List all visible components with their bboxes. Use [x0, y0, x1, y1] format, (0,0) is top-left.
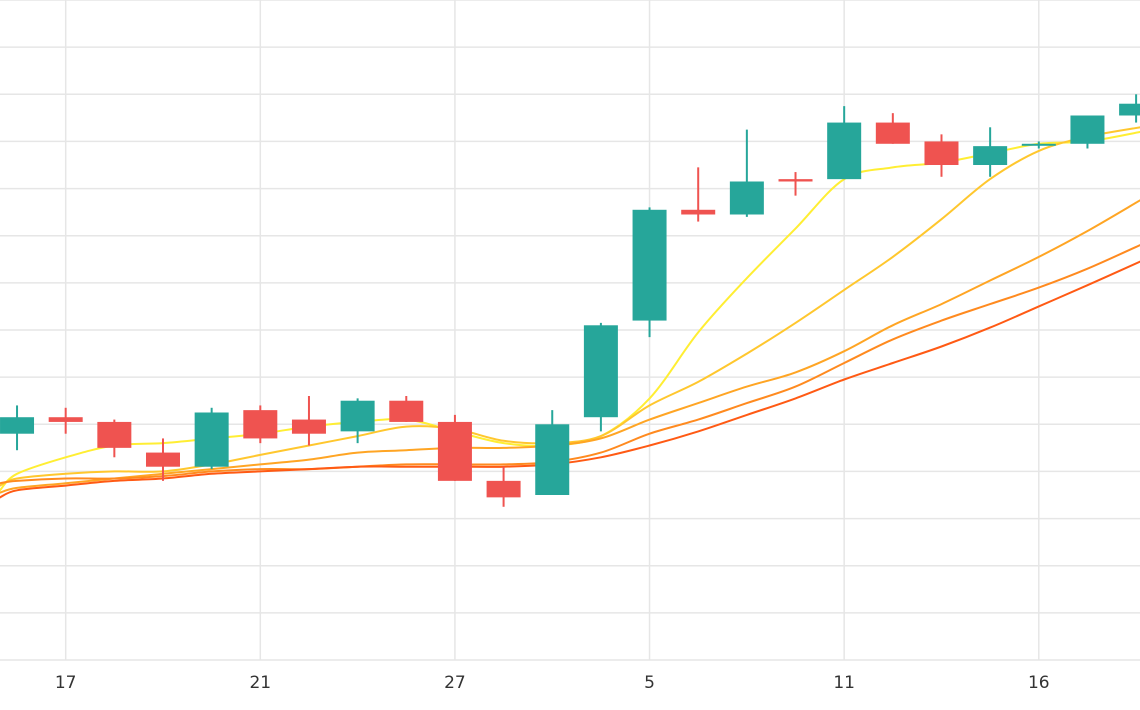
candle-body	[1070, 115, 1105, 144]
candle-body	[48, 417, 83, 422]
candle-4	[194, 407, 229, 470]
candle-7	[340, 398, 375, 444]
candle-9	[437, 414, 472, 481]
candle-17	[827, 106, 862, 180]
candle-body	[681, 209, 716, 215]
candle-19	[924, 134, 959, 177]
candle-body	[97, 421, 132, 448]
candle-5	[243, 405, 278, 444]
x-tick-label: 17	[55, 673, 77, 693]
candle-body	[875, 122, 910, 144]
candle-1	[48, 407, 83, 434]
moving-average-line-3	[0, 199, 1140, 494]
moving-average-lines	[0, 126, 1140, 499]
candle-8	[389, 396, 424, 422]
candle-body	[1119, 103, 1140, 116]
candle-22	[1070, 115, 1105, 149]
candle-body	[243, 410, 278, 439]
candle-0	[0, 405, 35, 451]
candle-body	[145, 452, 180, 467]
candle-23	[1119, 94, 1140, 123]
candle-body	[973, 146, 1008, 165]
x-tick-label: 11	[833, 673, 855, 693]
candle-2	[97, 419, 132, 458]
horizontal-gridlines	[0, 0, 1140, 661]
candle-body	[827, 122, 862, 180]
candle-10	[486, 466, 521, 507]
x-tick-label: 27	[444, 673, 466, 693]
candle-body	[194, 412, 229, 467]
candle-21	[1021, 141, 1056, 149]
moving-average-line-4	[0, 244, 1140, 485]
candles	[0, 94, 1140, 507]
candle-body	[486, 480, 521, 498]
x-tick-label: 21	[249, 673, 271, 693]
candle-body	[291, 419, 326, 434]
candle-15	[729, 129, 764, 217]
candle-body	[437, 421, 472, 481]
candle-11	[535, 410, 570, 495]
candle-12	[583, 322, 618, 432]
x-tick-label: 5	[644, 673, 655, 693]
candle-3	[145, 438, 180, 481]
moving-average-line-2	[0, 126, 1140, 487]
candle-body	[924, 141, 959, 165]
candle-body	[1021, 143, 1056, 146]
candle-body	[583, 325, 618, 418]
candle-body	[340, 400, 375, 432]
candle-body	[389, 400, 424, 422]
candle-body	[535, 424, 570, 495]
candle-body	[632, 209, 667, 321]
x-tick-label: 16	[1028, 673, 1050, 693]
candle-13	[632, 207, 667, 338]
candle-16	[778, 172, 813, 196]
candle-body	[0, 417, 35, 434]
candle-body	[729, 181, 764, 215]
candle-14	[681, 167, 716, 222]
candle-6	[291, 396, 326, 446]
candle-20	[973, 127, 1008, 177]
candle-body	[778, 179, 813, 182]
x-axis-tick-labels: 17 21 27 5 11 16	[55, 673, 1050, 693]
candle-18	[875, 113, 910, 144]
